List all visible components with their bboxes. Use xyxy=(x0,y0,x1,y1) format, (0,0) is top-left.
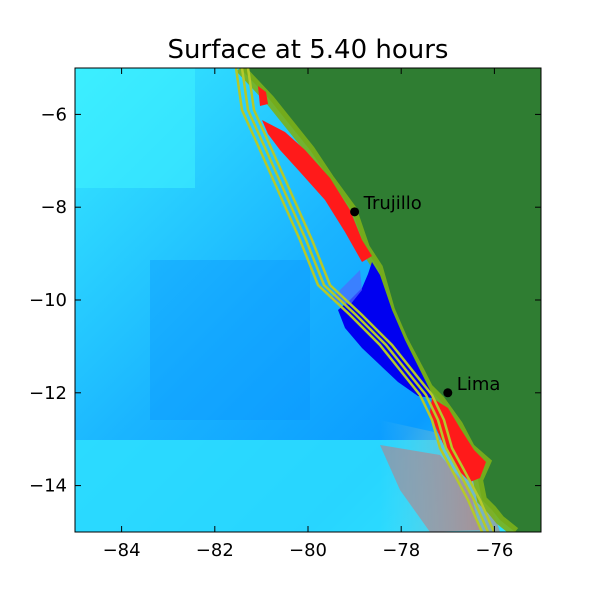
city-label: Trujillo xyxy=(363,193,422,214)
city-marker xyxy=(443,388,453,398)
wave-positive-north xyxy=(262,120,372,262)
x-tick-label: −84 xyxy=(103,540,141,561)
y-tick-label: −12 xyxy=(29,383,67,404)
city-label: Lima xyxy=(457,374,501,395)
city-markers: Trujillo Lima xyxy=(350,193,501,398)
x-axis: −84 −82 −80 −78 −76 xyxy=(103,68,513,561)
y-tick-label: −10 xyxy=(29,290,67,311)
x-tick-label: −80 xyxy=(289,540,327,561)
map-area xyxy=(75,68,541,532)
city-marker xyxy=(350,207,360,217)
y-tick-label: −14 xyxy=(29,476,67,497)
map-title: Surface at 5.40 hours xyxy=(168,35,449,65)
x-tick-label: −78 xyxy=(382,540,420,561)
y-axis: −6 −8 −10 −12 −14 xyxy=(29,104,541,497)
x-tick-label: −76 xyxy=(475,540,513,561)
depth-contours xyxy=(234,68,496,532)
x-tick-label: −82 xyxy=(196,540,234,561)
y-tick-label: −6 xyxy=(40,104,67,125)
y-tick-label: −8 xyxy=(40,197,67,218)
